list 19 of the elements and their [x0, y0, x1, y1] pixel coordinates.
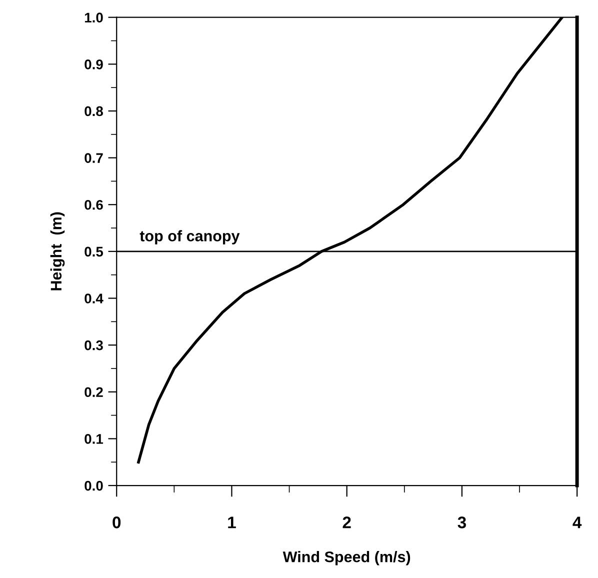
y-tick-label: 0.4	[84, 294, 104, 304]
y-tick-label: 0.9	[84, 59, 103, 70]
y-tick-label: 0.2	[84, 387, 103, 398]
y-tick-label: 0.6	[84, 200, 103, 210]
x-tick-label: 2	[342, 516, 351, 528]
ref-line-label: top of canopy	[140, 230, 240, 244]
x-tick-label: 0	[112, 516, 121, 528]
y-tick-label: 0.1	[84, 434, 104, 444]
y-tick-label: 0.8	[84, 106, 103, 116]
x-tick-label: 1	[228, 516, 236, 528]
x-axis-title: Wind Speed (m/s)	[282, 551, 410, 566]
y-axis-title: Height (m)	[50, 212, 65, 290]
y-tick-label: 0.5	[84, 246, 104, 257]
y-tick-label: 0.7	[84, 153, 103, 163]
y-tick-label: 1.0	[84, 12, 103, 23]
y-tick-label: 0.0	[84, 480, 103, 491]
y-tick-label: 0.3	[84, 340, 103, 350]
x-tick-label: 3	[458, 516, 466, 528]
x-tick-label: 4	[572, 516, 582, 528]
